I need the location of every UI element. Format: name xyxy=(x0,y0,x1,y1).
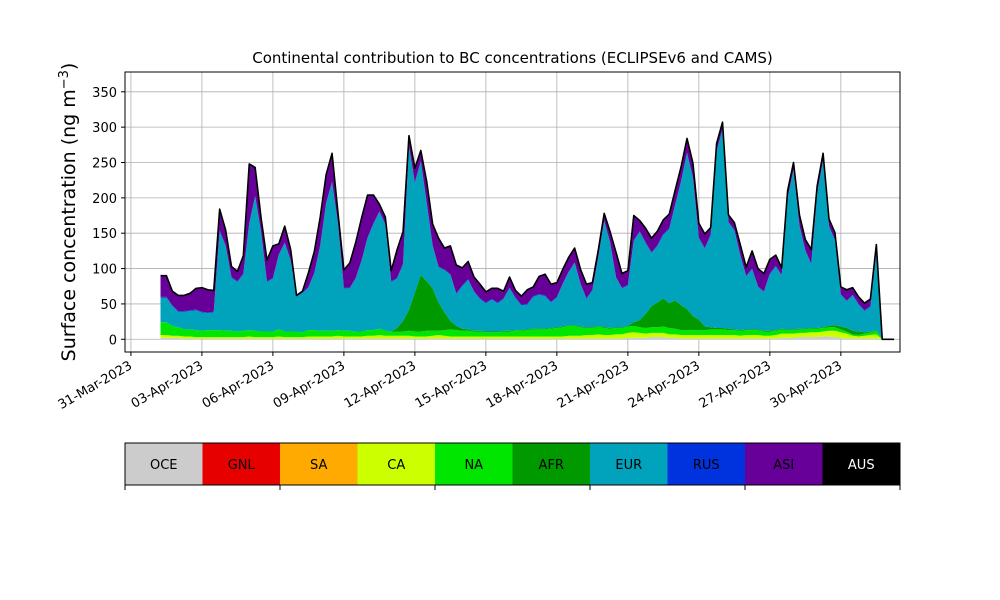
y-tick-label: 350 xyxy=(92,86,117,101)
legend-label-na: NA xyxy=(464,458,483,473)
legend-swatch-gnl xyxy=(202,443,280,485)
legend-label-ca: CA xyxy=(387,458,405,473)
legend-label-oce: OCE xyxy=(150,458,178,473)
y-axis-label: Surface concentration (ng m−3) xyxy=(57,63,80,362)
x-tick-label: 09-Apr-2023 xyxy=(271,358,348,411)
y-tick-label: 200 xyxy=(92,192,117,207)
legend-swatch-aus xyxy=(822,443,900,485)
stacked-areas xyxy=(160,122,895,340)
x-axis: 31-Mar-202303-Apr-202306-Apr-202309-Apr-… xyxy=(56,352,845,413)
legend-swatch-ca xyxy=(357,443,435,485)
area-series-ca xyxy=(160,330,895,340)
x-tick-label: 03-Apr-2023 xyxy=(129,358,206,411)
y-tick-label: 0 xyxy=(109,333,117,348)
area-series-asi xyxy=(160,122,895,340)
legend-swatch-eur xyxy=(590,443,668,485)
x-tick-label: 27-Apr-2023 xyxy=(697,358,774,411)
y-tick-label: 50 xyxy=(100,298,117,313)
total-line xyxy=(160,121,895,341)
legend-swatch-rus xyxy=(667,443,745,485)
x-tick-label: 12-Apr-2023 xyxy=(342,358,419,411)
x-tick-label: 24-Apr-2023 xyxy=(626,358,703,411)
x-tick-label: 15-Apr-2023 xyxy=(413,358,490,411)
x-tick-label: 06-Apr-2023 xyxy=(200,358,277,411)
area-series-oce xyxy=(160,336,895,340)
legend-label-asi: ASI xyxy=(773,458,794,473)
total-outline xyxy=(160,121,895,341)
y-axis: 0 50 100 150 200 250 300 350 xyxy=(92,86,125,348)
area-series-eur xyxy=(160,129,895,340)
y-tick-label: 100 xyxy=(92,263,117,278)
legend-label-gnl: GNL xyxy=(228,458,256,473)
legend-label-aus: AUS xyxy=(848,458,875,473)
legend-label-afr: AFR xyxy=(539,458,564,473)
legend-label-sa: SA xyxy=(310,458,327,473)
y-tick-label: 300 xyxy=(92,121,117,136)
legend-label-eur: EUR xyxy=(615,458,642,473)
legend-swatch-afr xyxy=(512,443,590,485)
x-tick-label: 31-Mar-2023 xyxy=(56,358,135,412)
y-axis-label-exponent: −3 xyxy=(57,70,72,89)
plot-frame xyxy=(124,71,901,353)
y-tick-label: 250 xyxy=(92,157,117,172)
y-tick-label: 150 xyxy=(92,227,117,242)
legend-frame xyxy=(124,442,901,486)
legend-swatch-oce xyxy=(125,443,203,485)
area-series-na xyxy=(160,322,895,340)
y-axis-label-close: ) xyxy=(58,63,80,70)
legend-label-rus: RUS xyxy=(693,458,720,473)
x-tick-label: 21-Apr-2023 xyxy=(555,358,632,411)
legend-swatch-na xyxy=(435,443,513,485)
chart-title: Continental contribution to BC concentra… xyxy=(252,49,773,67)
x-tick-label: 18-Apr-2023 xyxy=(484,358,561,411)
x-tick-label: 30-Apr-2023 xyxy=(768,358,845,411)
legend-swatch-asi xyxy=(745,443,823,485)
legend-colorbar: OCE GNL SA CA NA AFR EUR RUS ASI AUS xyxy=(124,442,901,490)
y-axis-label-main: Surface concentration (ng m xyxy=(58,89,80,361)
legend-swatch-sa xyxy=(280,443,358,485)
